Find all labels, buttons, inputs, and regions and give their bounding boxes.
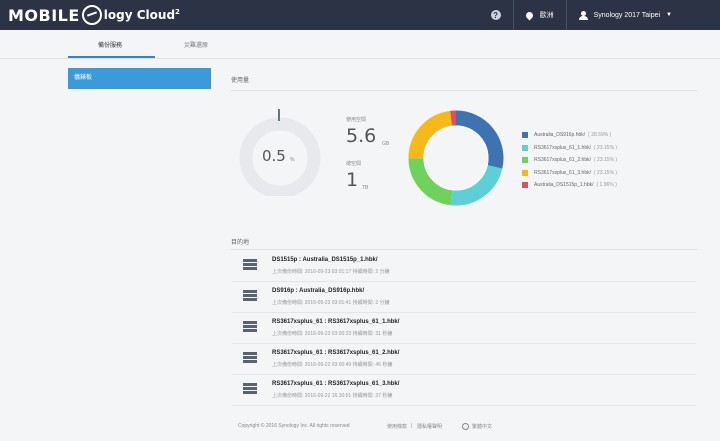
- donut-slice: [408, 110, 453, 159]
- user-menu[interactable]: Synology 2017 Taipei ▼: [567, 10, 720, 20]
- active-tab-indicator: [68, 56, 155, 58]
- legend-label: RS3617xsplus_61_2.hbk/: [534, 157, 591, 164]
- usage-percent-unit: %: [290, 157, 295, 163]
- destination-subtitle: 上次備份時間: 2016-09-22 16:30:51 持續時間: 37 秒鐘: [272, 393, 393, 399]
- usage-gauge-track: [239, 117, 321, 196]
- destination-title: RS3617xsplus_61 : RS3617xsplus_61_2.hbk/: [272, 350, 400, 356]
- space-donut-chart: [408, 110, 504, 206]
- server-icon: [243, 259, 257, 272]
- total-space-value: 1: [346, 169, 359, 191]
- server-icon: [243, 290, 257, 303]
- chevron-down-icon: ▼: [666, 12, 672, 18]
- footer-copyright: Copyright © 2016 Synology Inc. All right…: [238, 423, 350, 429]
- server-icon: [243, 383, 257, 396]
- destination-subtitle: 上次備份時間: 2016-09-22 03:00:49 持續時間: 46 秒鐘: [272, 362, 393, 368]
- destination-title: DS1515p : Australia_DS1515p_1.hbk/: [272, 257, 378, 263]
- legend-swatch: [522, 169, 528, 176]
- divider: [512, 0, 514, 30]
- used-space-label: 使用空間: [346, 117, 367, 123]
- legend-item: RS3617xsplus_61_2.hbk/( 23.15% ): [522, 154, 617, 167]
- legend-label: Australia_DS916p.hbk/: [534, 132, 586, 139]
- destination-title: DS916p : Australia_DS916p.hbk/: [272, 288, 365, 294]
- logo-product-name: logy Cloud: [103, 8, 176, 22]
- legend-item: Australia_DS1515p_1.hbk/( 1.96% ): [522, 179, 617, 192]
- user-name: Synology 2017 Taipei: [593, 11, 661, 19]
- legend-item: Australia_DS916p.hbk/( 28.59% ): [522, 129, 617, 142]
- destination-row[interactable]: DS1515p : Australia_DS1515p_1.hbk/ 上次備份時…: [232, 251, 696, 282]
- legend-percent: ( 23.15% ): [594, 157, 618, 164]
- logo-product-text: logy Cloud2: [104, 8, 180, 22]
- usage-section-title: 使用量: [231, 78, 250, 84]
- server-icon: [243, 352, 257, 365]
- destination-subtitle: 上次備份時間: 2016-09-23 03:00:33 持續時間: 31 秒鐘: [272, 331, 393, 337]
- used-space-unit: GB: [382, 141, 390, 147]
- legend-percent: ( 23.15% ): [594, 144, 618, 151]
- destination-row[interactable]: RS3617xsplus_61 : RS3617xsplus_61_3.hbk/…: [232, 375, 696, 406]
- top-bar: MOBILE logy Cloud2 ? 歐洲 Synology 2017 Ta…: [0, 0, 720, 30]
- total-space-unit: TB: [362, 185, 369, 191]
- tab-disaster-recovery[interactable]: 災難還原: [184, 43, 209, 49]
- used-space-value: 5.6: [346, 125, 377, 147]
- tab-backup-service[interactable]: 備份服務: [98, 43, 123, 49]
- chart-legend: Australia_DS916p.hbk/( 28.59% ) RS3617xsp…: [522, 129, 617, 192]
- top-right-controls: ? 歐洲 Synology 2017 Taipei ▼: [490, 0, 720, 30]
- user-icon: [578, 10, 588, 20]
- globe-icon: [462, 423, 469, 431]
- destination-row[interactable]: RS3617xsplus_61 : RS3617xsplus_61_1.hbk/…: [232, 313, 696, 344]
- legend-swatch: [522, 132, 528, 139]
- logo-ring-icon: [81, 5, 102, 25]
- footer-language-selector[interactable]: 繁體中文: [462, 423, 493, 431]
- destination-divider: [231, 249, 697, 250]
- footer-language-label: 繁體中文: [472, 424, 493, 430]
- donut-inner-ring: [423, 125, 489, 191]
- destination-row[interactable]: DS916p : Australia_DS916p.hbk/ 上次備份時間: 2…: [232, 282, 696, 313]
- usage-gauge-marker: [278, 109, 280, 121]
- legend-percent: ( 1.96% ): [596, 182, 617, 189]
- usage-gauge: [239, 109, 321, 196]
- destination-subtitle: 上次備份時間: 2016-09-23 03:01:17 持續時間: 2 分鐘: [272, 269, 390, 275]
- destination-title: RS3617xsplus_61 : RS3617xsplus_61_3.hbk/: [272, 381, 400, 387]
- usage-percent-value: 0.5: [262, 147, 286, 165]
- usage-divider: [231, 90, 697, 91]
- legend-swatch: [522, 182, 528, 189]
- legend-swatch: [522, 144, 528, 151]
- tab-bar: 備份服務 災難還原: [0, 30, 720, 59]
- logo-mobile-text: MOBILE: [8, 5, 80, 25]
- sidebar-item-dashboard[interactable]: 儀錶板: [68, 68, 211, 89]
- legend-label: RS3617xsplus_61_1.hbk/: [534, 144, 591, 151]
- footer-separator: |: [411, 423, 413, 429]
- destination-subtitle: 上次備份時間: 2016-09-23 03:01:41 持續時間: 2 分鐘: [272, 300, 390, 306]
- legend-percent: ( 28.59% ): [588, 132, 612, 139]
- destination-title: RS3617xsplus_61 : RS3617xsplus_61_1.hbk/: [272, 319, 400, 325]
- legend-item: RS3617xsplus_61_3.hbk/( 23.15% ): [522, 167, 617, 180]
- legend-swatch: [522, 157, 528, 164]
- legend-item: RS3617xsplus_61_1.hbk/( 23.15% ): [522, 142, 617, 155]
- destination-list: DS1515p : Australia_DS1515p_1.hbk/ 上次備份時…: [232, 251, 696, 406]
- footer-terms-link[interactable]: 使用條款: [387, 424, 408, 430]
- divider: [565, 0, 567, 30]
- location-selector[interactable]: 歐洲: [514, 10, 566, 20]
- server-icon: [243, 321, 257, 334]
- footer-privacy-link[interactable]: 隱私權聲明: [417, 424, 443, 430]
- destination-section-title: 目的地: [231, 240, 250, 246]
- legend-percent: ( 23.15% ): [594, 169, 618, 176]
- location-label: 歐洲: [539, 12, 554, 19]
- donut-slice: [450, 164, 503, 206]
- help-icon[interactable]: ?: [490, 10, 501, 20]
- donut-slice: [408, 157, 453, 206]
- donut-slice: [455, 110, 504, 169]
- location-pin-icon: [524, 10, 535, 20]
- logo: MOBILE logy Cloud2: [8, 5, 180, 25]
- legend-label: RS3617xsplus_61_3.hbk/: [534, 169, 591, 176]
- legend-label: Australia_DS1515p_1.hbk/: [534, 182, 594, 189]
- total-space-label: 總空間: [346, 161, 362, 167]
- logo-superscript: 2: [175, 8, 180, 16]
- destination-row[interactable]: RS3617xsplus_61 : RS3617xsplus_61_2.hbk/…: [232, 344, 696, 375]
